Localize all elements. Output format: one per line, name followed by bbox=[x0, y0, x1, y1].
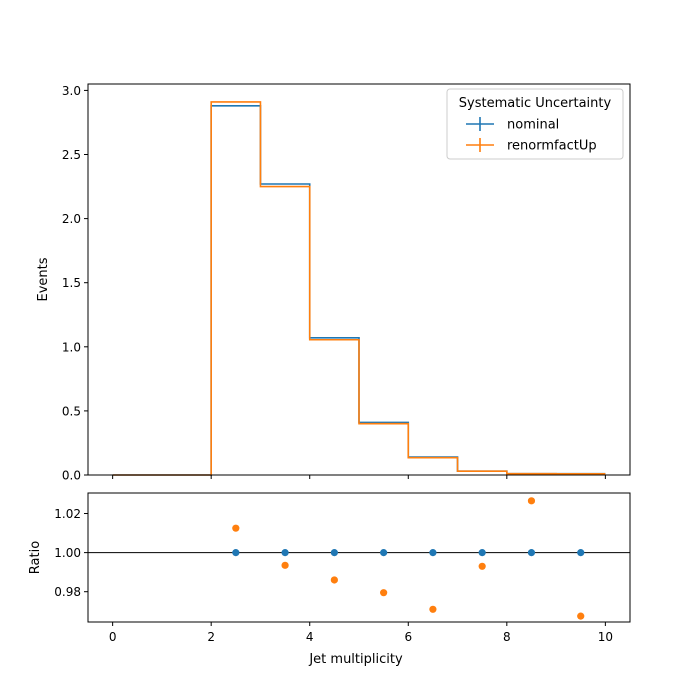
ratio-panel: 0.98 1.00 1.02 0 2 4 6 8 10 Ratio Jet multiplic… bbox=[28, 492, 631, 667]
series-line-renormfactup bbox=[112, 101, 606, 476]
ratio-point-renormfactup bbox=[281, 561, 289, 569]
ratio-point-renormfactup bbox=[429, 605, 437, 613]
legend-frame bbox=[446, 88, 624, 160]
x-tick-label: 0 bbox=[109, 630, 117, 644]
main-y-axis-label: Events bbox=[36, 257, 51, 301]
legend-entry-nominal: nominal bbox=[466, 117, 559, 133]
main-panel: 0.0 0.5 1.0 1.5 2.0 2.5 3.0 Events Systematic … bbox=[36, 83, 631, 483]
main-y-tick-label: 2.0 bbox=[62, 212, 81, 226]
ratio-point-renormfactup bbox=[330, 576, 338, 584]
x-tick-label: 4 bbox=[306, 630, 314, 644]
x-tick-label: 10 bbox=[598, 630, 613, 644]
main-x-ticks bbox=[112, 475, 606, 479]
x-tick-label: 6 bbox=[404, 630, 412, 644]
x-axis-label: Jet multiplicity bbox=[308, 652, 403, 667]
main-y-tick-label: 2.5 bbox=[62, 148, 81, 162]
legend-nominal-label: nominal bbox=[507, 118, 559, 133]
ratio-point-nominal bbox=[330, 549, 338, 557]
ratio-point-renormfactup bbox=[527, 497, 536, 505]
ratio-plot-frame bbox=[87, 492, 631, 623]
ratio-y-tick-label: 1.00 bbox=[54, 546, 81, 560]
ratio-y-ticks: 0.98 1.00 1.02 bbox=[54, 507, 88, 599]
ratio-point-nominal bbox=[478, 549, 486, 557]
ratio-y-axis-label: Ratio bbox=[28, 541, 43, 574]
ratio-point-renormfactup bbox=[232, 524, 240, 532]
ratio-y-tick-label: 1.02 bbox=[54, 507, 81, 521]
main-plot-frame bbox=[87, 83, 631, 476]
legend-renormfactup-label: renormfactUp bbox=[507, 139, 597, 154]
legend-entry-renormfactup: renormfactUp bbox=[466, 138, 597, 154]
x-tick-label: 8 bbox=[503, 630, 511, 644]
main-series-group bbox=[112, 101, 606, 476]
legend-title: Systematic Uncertainty bbox=[459, 96, 612, 111]
legend: Systematic Uncertainty nominal renormfac… bbox=[446, 88, 624, 160]
ratio-point-renormfactup bbox=[577, 612, 585, 620]
ratio-point-nominal bbox=[232, 549, 240, 557]
main-y-tick-label: 0.5 bbox=[62, 404, 81, 418]
ratio-y-tick-label: 0.98 bbox=[54, 585, 81, 599]
ratio-point-renormfactup bbox=[380, 589, 388, 597]
ratio-x-ticks: 0 2 4 6 8 10 bbox=[109, 622, 613, 644]
main-y-tick-label: 0.0 bbox=[62, 469, 81, 483]
main-y-tick-label: 3.0 bbox=[62, 84, 81, 98]
main-y-ticks: 0.0 0.5 1.0 1.5 2.0 2.5 3.0 bbox=[62, 84, 88, 483]
main-y-tick-label: 1.0 bbox=[62, 340, 81, 354]
ratio-point-renormfactup bbox=[478, 562, 486, 570]
ratio-point-nominal bbox=[577, 549, 585, 557]
ratio-point-nominal bbox=[527, 549, 536, 557]
ratio-point-nominal bbox=[281, 549, 289, 557]
main-y-tick-label: 1.5 bbox=[62, 276, 81, 290]
ratio-point-nominal bbox=[429, 549, 437, 557]
x-tick-label: 2 bbox=[207, 630, 215, 644]
ratio-point-nominal bbox=[380, 549, 388, 557]
ratio-points-group bbox=[232, 497, 585, 620]
